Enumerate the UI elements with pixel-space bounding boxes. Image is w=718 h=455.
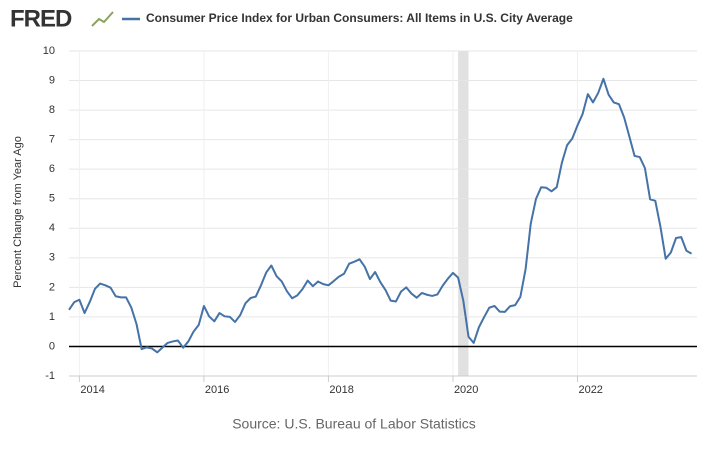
x-tick-label: 2016 — [205, 384, 229, 396]
y-tick-label: 6 — [49, 163, 55, 175]
y-tick-label: 7 — [49, 134, 55, 146]
series-line — [68, 77, 693, 354]
legend-label: Consumer Price Index for Urban Consumers… — [146, 11, 573, 25]
y-tick-label: 5 — [49, 193, 55, 205]
y-tick-label: -1 — [45, 370, 55, 382]
logo-icon — [91, 11, 114, 27]
y-tick-label: 9 — [49, 74, 55, 86]
source: Source: U.S. Bureau of Labor Statistics — [232, 416, 476, 432]
y-tick-label: 2 — [49, 281, 55, 293]
x-tick-label: 2022 — [578, 384, 602, 396]
y-tick-label: 0 — [49, 340, 55, 352]
y-tick-label: 10 — [43, 45, 55, 57]
y-tick-label: 4 — [49, 222, 55, 234]
y-axis-label: Percent Change from Year Ago — [12, 136, 24, 288]
y-tick-label: 8 — [49, 104, 55, 116]
x-tick-label: 2018 — [329, 384, 353, 396]
x-tick-label: 2020 — [454, 384, 478, 396]
x-tick-label: 2014 — [80, 384, 104, 396]
y-tick-label: 1 — [49, 311, 55, 323]
logo: FRED — [10, 5, 72, 32]
recession-band — [458, 51, 469, 376]
y-tick-label: 3 — [49, 252, 55, 264]
